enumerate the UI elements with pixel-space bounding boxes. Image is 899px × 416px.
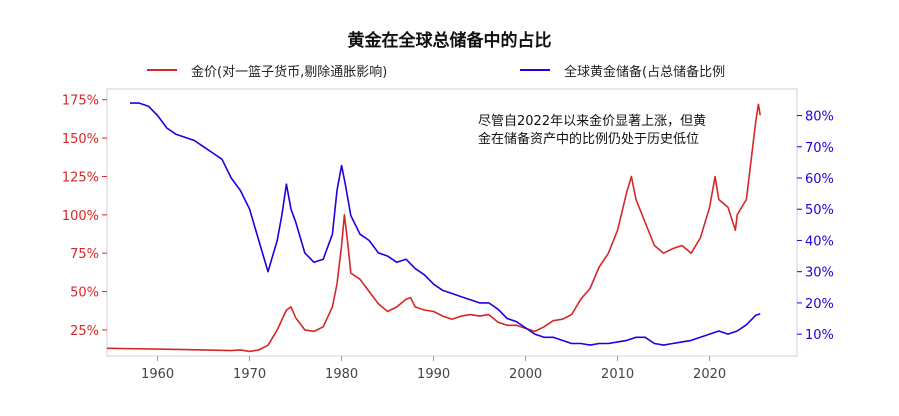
x-tick-label: 1990 xyxy=(417,367,450,382)
x-tick-label: 2010 xyxy=(601,367,634,382)
gold-price-line xyxy=(106,103,761,353)
x-tick-label: 1980 xyxy=(325,367,358,382)
right-y-tick-label: 50% xyxy=(805,203,834,218)
left-y-tick-label: 175% xyxy=(62,94,99,109)
gold-reserve-share-line xyxy=(130,102,761,346)
legend-gold-reserve-share-swatch xyxy=(520,69,550,71)
left-y-tick-label: 50% xyxy=(70,286,99,301)
annotation: 尽管自2022年以来金价显著上涨，但黄 金在储备资产中的比例仍处于历史低位 xyxy=(478,113,748,149)
annotation-line-2: 金在储备资产中的比例仍处于历史低位 xyxy=(478,132,700,147)
x-tick-label: 2000 xyxy=(509,367,542,382)
annotation-line-1: 尽管自2022年以来金价显著上涨，但黄 xyxy=(478,114,707,129)
legend-gold-price-label: 金价(对一篮子货币,剔除通胀影响) xyxy=(191,64,388,80)
x-tick-label: 2020 xyxy=(693,367,726,382)
legend-gold-reserve-share-label: 全球黄金储备(占总储备比例 xyxy=(564,64,726,80)
right-y-tick-label: 30% xyxy=(805,266,834,281)
x-tick-label: 1970 xyxy=(233,367,266,382)
right-y-tick-label: 70% xyxy=(805,141,834,156)
right-y-tick-label: 20% xyxy=(805,297,834,312)
chart-title: 黄金在全球总储备中的占比 xyxy=(347,31,552,51)
right-y-tick-label: 10% xyxy=(805,328,834,343)
legend-gold-price: 金价(对一篮子货币,剔除通胀影响) xyxy=(147,61,388,80)
left-y-tick-label: 100% xyxy=(62,209,99,224)
right-y-tick-label: 80% xyxy=(805,110,834,125)
legend-gold-reserve-share: 全球黄金储备(占总储备比例 xyxy=(520,61,726,80)
left-y-tick-label: 125% xyxy=(62,170,99,185)
left-y-tick-label: 75% xyxy=(70,247,99,262)
left-y-tick-label: 25% xyxy=(70,324,99,339)
x-tick-label: 1960 xyxy=(141,367,174,382)
legend-gold-price-swatch xyxy=(147,69,177,71)
plot-area-frame xyxy=(106,88,798,357)
left-y-tick-label: 150% xyxy=(62,132,99,147)
right-y-tick-label: 60% xyxy=(805,172,834,187)
right-y-tick-label: 40% xyxy=(805,234,834,249)
